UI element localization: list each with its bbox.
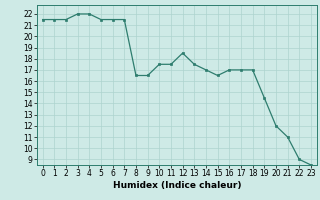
- X-axis label: Humidex (Indice chaleur): Humidex (Indice chaleur): [113, 181, 241, 190]
